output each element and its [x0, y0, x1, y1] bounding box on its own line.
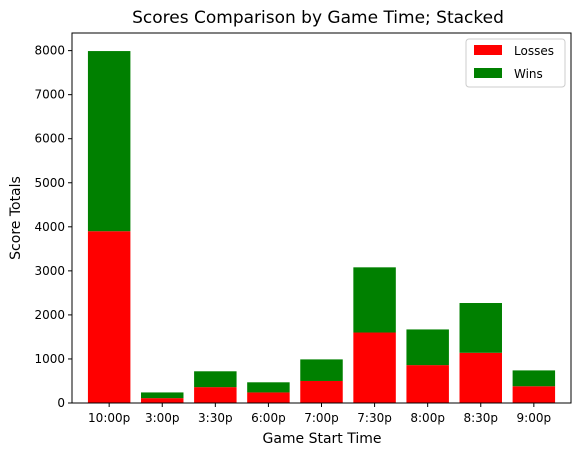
- y-tick-label: 7000: [34, 88, 65, 102]
- bar-wins-6: [406, 329, 449, 366]
- y-tick-label: 4000: [34, 220, 65, 234]
- bar-losses-1: [141, 398, 184, 403]
- chart-title: Scores Comparison by Game Time; Stacked: [132, 8, 504, 28]
- y-tick-label: 2000: [34, 308, 65, 322]
- bar-losses-2: [194, 387, 237, 403]
- legend-label-losses: Losses: [514, 44, 554, 58]
- bar-losses-5: [353, 332, 396, 403]
- x-axis: 10:00p 3:00p 3:30p 6:00p 7:00p 7:30p 8:00p 8:30…: [88, 403, 551, 425]
- x-tick-label: 8:30p: [463, 411, 498, 425]
- y-tick-label: 6000: [34, 132, 65, 146]
- legend: Losses Wins: [465, 38, 566, 88]
- x-axis-label: Game Start Time: [262, 431, 381, 447]
- x-tick-label: 3:30p: [198, 411, 233, 425]
- y-tick-label: 0: [57, 396, 65, 410]
- bar-losses-8: [512, 386, 556, 403]
- bar-wins-7: [459, 303, 502, 353]
- legend-swatch-wins: [474, 68, 502, 78]
- bar-wins-5: [353, 267, 396, 333]
- x-tick-label: 6:00p: [251, 411, 286, 425]
- x-tick-label: 7:30p: [357, 411, 392, 425]
- x-tick-label: 7:00p: [304, 411, 339, 425]
- x-tick-label: 9:00p: [517, 411, 552, 425]
- bar-losses-7: [459, 352, 502, 403]
- bar-wins-1: [141, 392, 184, 399]
- x-tick-label: 10:00p: [88, 411, 130, 425]
- x-tick-label: 3:00p: [145, 411, 180, 425]
- bar-losses-3: [247, 392, 290, 403]
- x-tick-label: 8:00p: [410, 411, 445, 425]
- y-axis: 0 1000 2000 3000 4000 5000 6000 7000 8000: [34, 44, 72, 410]
- y-tick-label: 3000: [34, 264, 65, 278]
- bar-wins-3: [247, 382, 290, 393]
- bars-layer: [87, 51, 556, 403]
- bar-wins-8: [512, 370, 556, 387]
- plot-frame: [71, 32, 572, 404]
- legend-label-wins: Wins: [514, 67, 543, 81]
- bar-losses-0: [87, 231, 131, 403]
- bar-losses-6: [406, 365, 449, 403]
- bar-wins-4: [300, 359, 343, 381]
- bar-wins-2: [194, 371, 237, 388]
- legend-swatch-losses: [474, 45, 502, 55]
- bar-wins-0: [87, 51, 131, 232]
- y-tick-label: 1000: [34, 352, 65, 366]
- y-tick-label: 5000: [34, 176, 65, 190]
- bar-losses-4: [300, 380, 343, 403]
- y-axis-label: Score Totals: [8, 176, 24, 260]
- y-tick-label: 8000: [34, 44, 65, 58]
